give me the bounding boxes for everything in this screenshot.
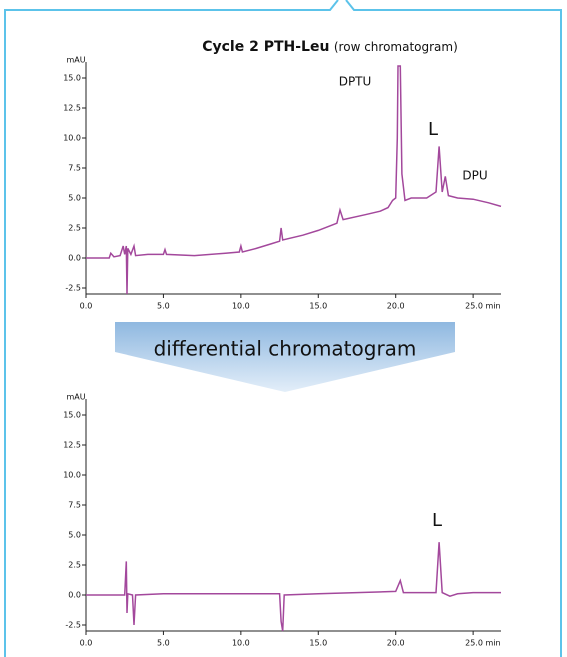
- y-axis-label: mAU: [66, 393, 85, 402]
- x-tick-label: 25.0 min: [465, 302, 500, 311]
- y-tick-label: 12.5: [63, 441, 81, 450]
- x-tick-label: 20.0: [387, 302, 405, 311]
- y-tick-label: 15.0: [63, 411, 81, 420]
- x-tick-label: 25.0 min: [465, 639, 500, 648]
- y-tick-label: 12.5: [63, 104, 81, 113]
- arrow-banner: [115, 322, 455, 392]
- x-tick-label: 0.0: [80, 639, 93, 648]
- y-tick-label: 2.5: [68, 224, 81, 233]
- x-tick-label: 5.0: [157, 639, 170, 648]
- x-tick-label: 0.0: [80, 302, 93, 311]
- peak-label: L: [428, 119, 438, 140]
- x-tick-label: 10.0: [232, 639, 250, 648]
- title: Cycle 2 PTH-Leu: [202, 39, 329, 55]
- y-tick-label: 7.5: [68, 501, 81, 510]
- y-tick-label: 10.0: [63, 471, 81, 480]
- y-tick-label: -2.5: [65, 621, 81, 630]
- peak-label: DPU: [462, 169, 487, 183]
- y-tick-label: 7.5: [68, 164, 81, 173]
- y-tick-label: 2.5: [68, 561, 81, 570]
- chart-title: Cycle 2 PTH-Leu (row chromatogram): [202, 39, 458, 55]
- peak-label: DPTU: [339, 75, 372, 89]
- y-tick-label: 5.0: [68, 194, 81, 203]
- x-tick-label: 5.0: [157, 302, 170, 311]
- y-tick-label: 15.0: [63, 74, 81, 83]
- peak-label: L: [432, 510, 442, 531]
- x-tick-label: 15.0: [309, 302, 327, 311]
- x-tick-label: 10.0: [232, 302, 250, 311]
- trace: [86, 65, 502, 295]
- x-tick-label: 15.0: [309, 639, 327, 648]
- trace: [86, 542, 501, 632]
- y-tick-label: 10.0: [63, 134, 81, 143]
- banner-text: differential chromatogram: [154, 337, 417, 361]
- y-tick-label: -2.5: [65, 284, 81, 293]
- x-tick-label: 20.0: [387, 639, 405, 648]
- y-tick-label: 0.0: [68, 591, 81, 600]
- y-axis-label: mAU: [66, 56, 85, 65]
- subtitle: (row chromatogram): [334, 40, 458, 54]
- frame: [345, 0, 562, 657]
- y-tick-label: 0.0: [68, 254, 81, 263]
- y-tick-label: 5.0: [68, 531, 81, 540]
- frame: [4, 0, 339, 657]
